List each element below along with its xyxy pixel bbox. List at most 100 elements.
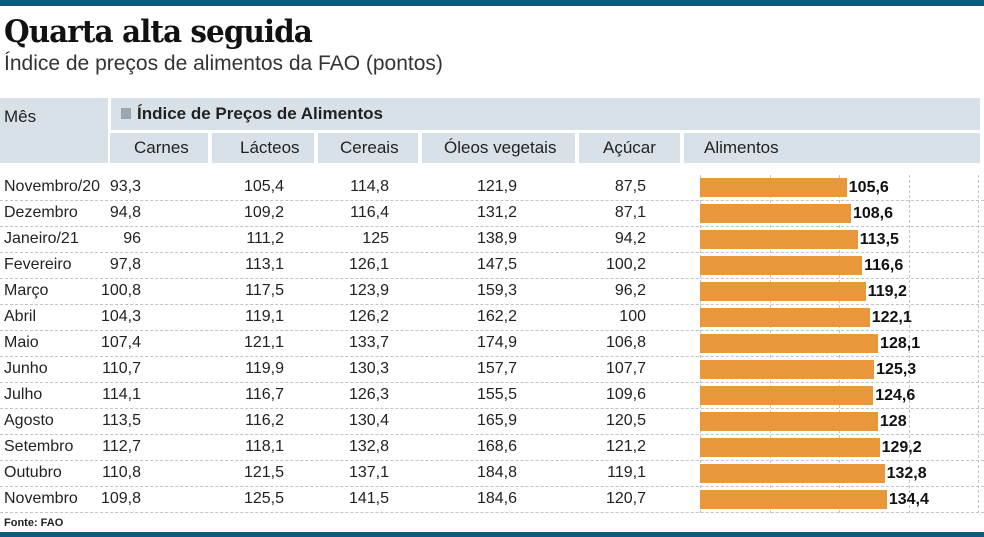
bar-alimentos bbox=[700, 386, 874, 405]
bar-value-label: 134,4 bbox=[888, 491, 929, 508]
chart-subtitle: Índice de preços de alimentos da FAO (po… bbox=[4, 52, 443, 75]
table-row: Setembro 112,7 118,1 132,8 168,6 121,2 129,2 bbox=[0, 435, 984, 461]
bar-alimentos bbox=[700, 334, 879, 353]
value-cell: 132,8 bbox=[348, 438, 389, 455]
column-header-0: Carnes bbox=[110, 133, 208, 163]
month-cell: Setembro bbox=[4, 438, 74, 455]
value-cell: 114,8 bbox=[350, 178, 389, 195]
bar-value-label: 119,2 bbox=[867, 283, 907, 300]
month-column-header: Mês bbox=[0, 98, 108, 163]
bar-alimentos bbox=[700, 256, 863, 275]
table-row: Novembro/20 93,3 105,4 114,8 121,9 87,5 105,6 bbox=[0, 175, 984, 201]
group-header: Índice de Preços de Alimentos bbox=[111, 98, 980, 130]
bar-alimentos bbox=[700, 438, 880, 457]
value-cell: 93,3 bbox=[109, 178, 141, 195]
value-cell: 184,8 bbox=[476, 464, 517, 481]
bar-value-label: 108,6 bbox=[852, 205, 893, 222]
value-cell: 106,8 bbox=[605, 334, 646, 351]
bar-value-label: 122,1 bbox=[871, 309, 912, 326]
value-cell: 100,2 bbox=[605, 256, 646, 273]
source-note: Fonte: FAO bbox=[4, 517, 64, 529]
table-row: Junho 110,7 119,9 130,3 157,7 107,7 125,3 bbox=[0, 357, 984, 383]
column-header-3: Óleos vegetais bbox=[422, 133, 575, 163]
value-cell: 94,8 bbox=[109, 204, 141, 221]
value-cell: 110,7 bbox=[102, 360, 141, 377]
value-cell: 121,9 bbox=[476, 178, 517, 195]
column-header-5: Alimentos bbox=[684, 133, 980, 163]
value-cell: 121,2 bbox=[605, 438, 646, 455]
value-cell: 120,7 bbox=[605, 490, 646, 507]
group-header-label: Índice de Preços de Alimentos bbox=[137, 104, 383, 123]
table-row: Abril 104,3 119,1 126,2 162,2 100 122,1 bbox=[0, 305, 984, 331]
value-cell: 126,3 bbox=[348, 386, 389, 403]
value-cell: 117,5 bbox=[245, 282, 284, 299]
bar-alimentos bbox=[700, 490, 887, 509]
value-cell: 109,8 bbox=[100, 490, 141, 507]
value-cell: 114,1 bbox=[102, 386, 141, 403]
value-cell: 116,2 bbox=[245, 412, 284, 429]
column-header-1: Lácteos bbox=[212, 133, 314, 163]
value-cell: 87,1 bbox=[614, 204, 646, 221]
value-cell: 119,9 bbox=[245, 360, 284, 377]
gridline bbox=[908, 175, 910, 513]
value-cell: 147,5 bbox=[476, 256, 517, 273]
value-cell: 111,2 bbox=[246, 230, 284, 247]
value-cell: 125,5 bbox=[243, 490, 284, 507]
table-row: Janeiro/21 96 111,2 125 138,9 94,2 113,5 bbox=[0, 227, 984, 253]
column-header-4: Açúcar bbox=[579, 133, 680, 163]
value-cell: 121,5 bbox=[243, 464, 284, 481]
value-cell: 125 bbox=[362, 230, 389, 247]
value-cell: 165,9 bbox=[476, 412, 517, 429]
value-cell: 121,1 bbox=[243, 334, 284, 351]
value-cell: 138,9 bbox=[476, 230, 517, 247]
month-cell: Julho bbox=[4, 386, 43, 403]
bottom-accent-bar bbox=[0, 532, 984, 537]
month-cell: Janeiro/21 bbox=[4, 230, 79, 247]
value-cell: 87,5 bbox=[614, 178, 646, 195]
table-row: Maio 107,4 121,1 133,7 174,9 106,8 128,1 bbox=[0, 331, 984, 357]
bar-value-label: 132,8 bbox=[886, 465, 927, 482]
bar-value-label: 113,5 bbox=[859, 231, 899, 248]
value-cell: 119,1 bbox=[607, 464, 646, 481]
value-cell: 96 bbox=[123, 230, 141, 247]
month-cell: Abril bbox=[4, 308, 37, 325]
value-cell: 162,2 bbox=[476, 308, 517, 325]
bar-alimentos bbox=[700, 464, 885, 483]
value-cell: 113,1 bbox=[245, 256, 284, 273]
value-cell: 109,2 bbox=[243, 204, 284, 221]
month-cell: Novembro bbox=[4, 490, 78, 507]
bar-alimentos bbox=[700, 204, 851, 223]
value-cell: 126,1 bbox=[348, 256, 389, 273]
value-cell: 126,2 bbox=[348, 308, 389, 325]
value-cell: 105,4 bbox=[243, 178, 284, 195]
table-row: Outubro 110,8 121,5 137,1 184,8 119,1 132,8 bbox=[0, 461, 984, 487]
column-header-2: Cereais bbox=[318, 133, 418, 163]
bar-alimentos bbox=[700, 412, 878, 431]
bar-value-label: 128,1 bbox=[880, 335, 921, 352]
value-cell: 133,7 bbox=[348, 334, 389, 351]
value-cell: 174,9 bbox=[476, 334, 517, 351]
bar-value-label: 129,2 bbox=[881, 439, 922, 456]
bar-alimentos bbox=[700, 360, 875, 379]
bar-alimentos bbox=[700, 178, 847, 197]
value-cell: 116,7 bbox=[245, 386, 284, 403]
month-cell: Novembro/20 bbox=[4, 178, 101, 195]
value-cell: 131,2 bbox=[476, 204, 517, 221]
value-cell: 155,5 bbox=[476, 386, 517, 403]
value-cell: 96,2 bbox=[614, 282, 646, 299]
month-cell: Junho bbox=[4, 360, 48, 377]
table-row: Agosto 113,5 116,2 130,4 165,9 120,5 128 bbox=[0, 409, 984, 435]
value-cell: 137,1 bbox=[348, 464, 389, 481]
bar-value-label: 116,6 bbox=[864, 257, 904, 274]
chart-title: Quarta alta seguida bbox=[4, 14, 313, 50]
value-cell: 97,8 bbox=[109, 256, 141, 273]
top-accent-bar bbox=[0, 0, 984, 6]
bar-alimentos bbox=[700, 308, 870, 327]
value-cell: 104,3 bbox=[100, 308, 141, 325]
table-row: Novembro 109,8 125,5 141,5 184,6 120,7 134,4 bbox=[0, 487, 984, 513]
value-cell: 120,5 bbox=[605, 412, 646, 429]
table-row: Março 100,8 117,5 123,9 159,3 96,2 119,2 bbox=[0, 279, 984, 305]
table-row: Fevereiro 97,8 113,1 126,1 147,5 100,2 116,6 bbox=[0, 253, 984, 279]
value-cell: 184,6 bbox=[476, 490, 517, 507]
value-cell: 107,7 bbox=[605, 360, 646, 377]
